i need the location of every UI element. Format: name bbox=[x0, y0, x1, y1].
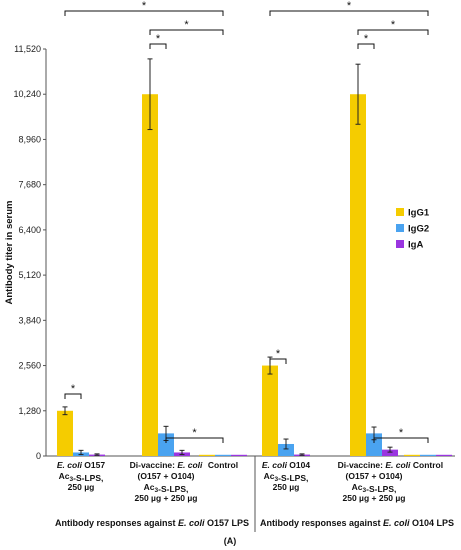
significance-bracket bbox=[149, 43, 167, 49]
y-tick-label: 0 bbox=[36, 451, 41, 461]
legend-label: IgA bbox=[408, 240, 423, 251]
y-axis-label: Antibody titer in serum bbox=[4, 201, 15, 305]
category-label: E. coli O157 bbox=[57, 460, 105, 470]
y-tick-label: 6,400 bbox=[18, 225, 41, 235]
bar-igg2 bbox=[278, 443, 294, 456]
bar-igg1 bbox=[199, 454, 215, 456]
y-tick-label: 3,840 bbox=[18, 315, 41, 325]
bar-igg1 bbox=[57, 410, 73, 456]
category-label: Control bbox=[413, 460, 443, 470]
significance-bracket bbox=[357, 29, 429, 35]
y-tick-label: 5,120 bbox=[18, 270, 41, 280]
y-tick-label: 10,240 bbox=[13, 89, 41, 99]
category-label: 250 µg bbox=[273, 482, 300, 492]
significance-star: * bbox=[347, 0, 352, 12]
bar-igg1 bbox=[404, 454, 420, 456]
significance-star: * bbox=[276, 348, 281, 360]
bar-igg2 bbox=[215, 454, 231, 456]
category-label: Ac3-S-LPS, bbox=[264, 471, 309, 483]
legend-label: IgG2 bbox=[408, 224, 429, 235]
significance-bracket bbox=[357, 43, 375, 49]
y-tick-label: 11,520 bbox=[14, 44, 41, 54]
group-label: Antibody responses against E. coli O104 … bbox=[260, 518, 454, 528]
bar-igg1 bbox=[350, 94, 366, 456]
category-label: Ac3-S-LPS, bbox=[352, 482, 397, 494]
bar-iga bbox=[436, 454, 452, 456]
significance-bracket bbox=[149, 29, 224, 35]
category-label: Control bbox=[208, 460, 238, 470]
significance-star: * bbox=[399, 427, 404, 439]
bar-iga bbox=[382, 449, 398, 456]
bar-igg2 bbox=[366, 433, 382, 456]
category-label: (O157 + O104) bbox=[138, 471, 195, 481]
significance-star: * bbox=[184, 19, 189, 31]
significance-bracket bbox=[64, 10, 224, 16]
bar-igg2 bbox=[158, 433, 174, 456]
significance-star: * bbox=[71, 383, 76, 395]
legend-swatch bbox=[396, 240, 404, 248]
category-label: 250 µg + 250 µg bbox=[343, 493, 406, 503]
legend-swatch bbox=[396, 224, 404, 232]
bar-iga bbox=[231, 454, 247, 456]
significance-star: * bbox=[142, 0, 147, 12]
significance-bracket bbox=[64, 393, 82, 399]
significance-bracket bbox=[269, 358, 287, 364]
significance-star: * bbox=[364, 33, 369, 45]
significance-star: * bbox=[156, 33, 161, 45]
bar-igg2 bbox=[420, 454, 436, 456]
category-label: Di-vaccine: E. coli bbox=[130, 460, 203, 470]
significance-star: * bbox=[192, 427, 197, 439]
y-tick-label: 8,960 bbox=[18, 134, 41, 144]
category-label: 250 µg + 250 µg bbox=[135, 493, 198, 503]
panel-label: (A) bbox=[224, 536, 237, 546]
category-label: Ac3-S-LPS, bbox=[59, 471, 104, 483]
y-tick-label: 7,680 bbox=[18, 180, 41, 190]
category-label: (O157 + O104) bbox=[346, 471, 403, 481]
y-tick-label: 1,280 bbox=[18, 406, 41, 416]
category-label: Di-vaccine: E. coli bbox=[338, 460, 411, 470]
bar-igg1 bbox=[262, 365, 278, 456]
category-label: Ac3-S-LPS, bbox=[144, 482, 189, 494]
category-label: 250 µg bbox=[68, 482, 95, 492]
significance-bracket bbox=[269, 10, 429, 16]
group-label: Antibody responses against E. coli O157 … bbox=[55, 518, 249, 528]
significance-bracket bbox=[165, 437, 224, 443]
y-tick-label: 2,560 bbox=[18, 361, 41, 371]
category-label: E. coli O104 bbox=[262, 460, 310, 470]
legend-swatch bbox=[396, 208, 404, 216]
bar-igg1 bbox=[142, 94, 158, 456]
significance-star: * bbox=[391, 19, 396, 31]
legend-label: IgG1 bbox=[408, 208, 430, 219]
significance-bracket bbox=[373, 437, 429, 443]
